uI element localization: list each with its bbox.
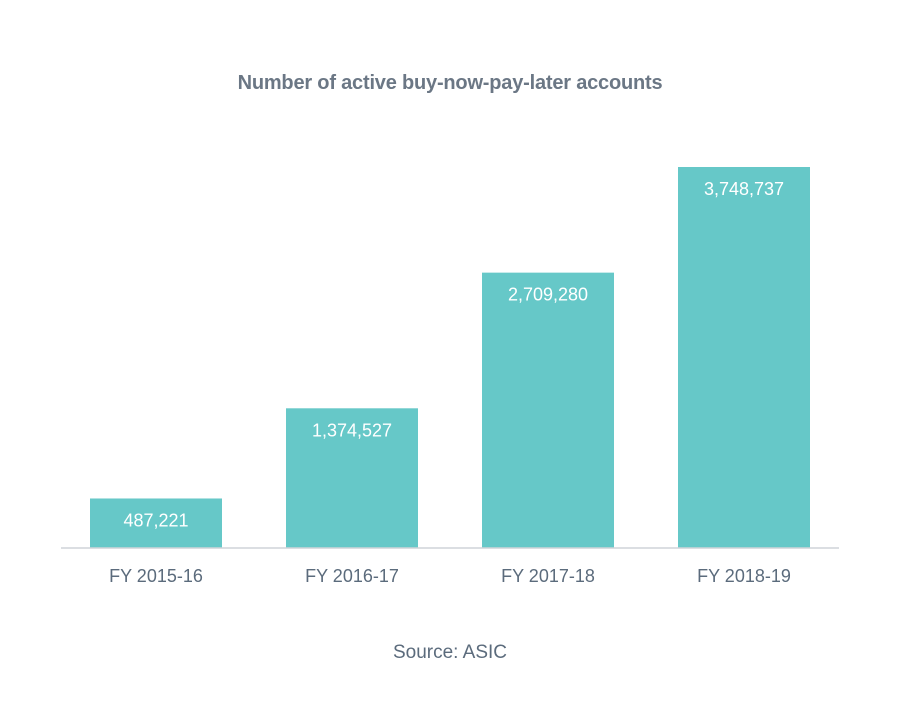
bar-fy-2017-18 <box>482 272 614 548</box>
bar-value-label: 1,374,527 <box>312 420 392 440</box>
bar-fy-2018-19 <box>678 167 810 548</box>
bar-value-label: 487,221 <box>123 510 188 530</box>
bar-value-label: 2,709,280 <box>508 285 588 305</box>
bar-fy-2015-16 <box>90 498 222 548</box>
bar-fy-2016-17 <box>286 408 418 548</box>
source-note: Source: ASIC <box>392 642 508 663</box>
x-tick-label: FY 2015-16 <box>109 566 203 586</box>
bars-group: 487,221 1,374,527 2,709,280 3,748,737 <box>90 167 810 548</box>
chart-title: Number of active buy-now-pay-later accou… <box>237 72 663 94</box>
x-tick-label: FY 2018-19 <box>697 566 791 586</box>
x-tick-label: FY 2016-17 <box>305 566 399 586</box>
x-tick-label: FY 2017-18 <box>501 566 595 586</box>
x-tick-labels: FY 2015-16 FY 2016-17 FY 2017-18 FY 2018-19 <box>109 566 791 586</box>
bar-value-label: 3,748,737 <box>704 179 784 199</box>
